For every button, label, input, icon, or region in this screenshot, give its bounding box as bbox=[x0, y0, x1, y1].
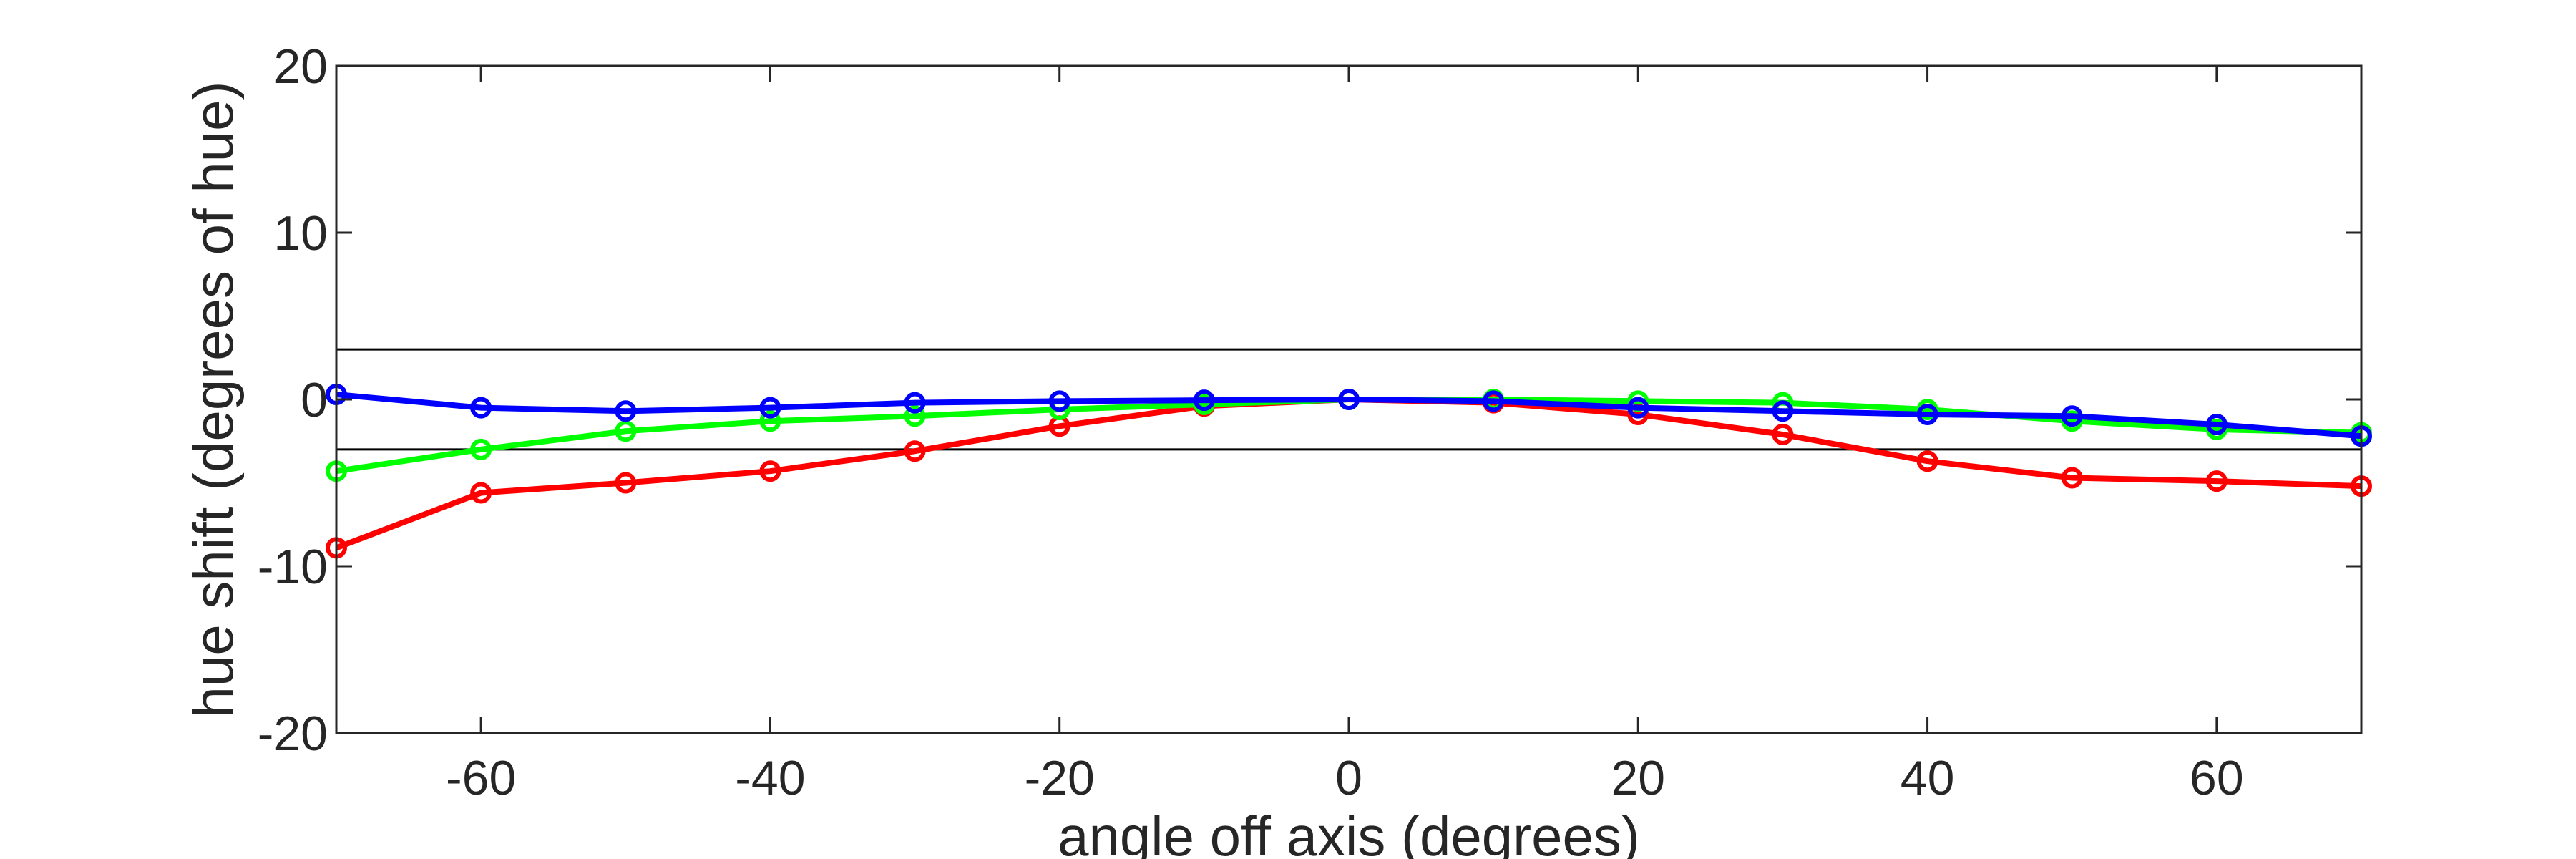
data-point bbox=[759, 397, 781, 419]
data-point bbox=[904, 405, 926, 427]
x-tick-label: 60 bbox=[2190, 751, 2244, 805]
data-point bbox=[2205, 413, 2228, 435]
data-point bbox=[1916, 450, 1938, 472]
data-point bbox=[615, 472, 637, 494]
x-tick-label: -40 bbox=[735, 751, 805, 805]
data-point bbox=[1627, 397, 1649, 419]
x-tick-label: -60 bbox=[446, 751, 516, 805]
data-point bbox=[1916, 403, 1938, 425]
y-axis-ticks: -20 -10 0 10 20 bbox=[258, 39, 2361, 761]
data-point bbox=[2205, 470, 2228, 492]
x-tick-label: 0 bbox=[1335, 751, 1362, 805]
x-tick-label: 20 bbox=[1611, 751, 1665, 805]
data-point bbox=[759, 460, 781, 482]
data-point bbox=[759, 410, 781, 432]
x-axis-label: angle off axis (degrees) bbox=[1058, 805, 1640, 859]
series-line bbox=[336, 392, 2362, 440]
data-point bbox=[1772, 400, 1794, 422]
y-tick-label: -10 bbox=[258, 540, 328, 594]
x-tick-label: 40 bbox=[1901, 751, 1955, 805]
data-point bbox=[470, 438, 492, 460]
series-layer bbox=[326, 384, 2372, 559]
data-point bbox=[615, 400, 637, 422]
y-tick-label: 20 bbox=[273, 39, 328, 94]
data-point bbox=[1772, 423, 1794, 445]
y-tick-label: 0 bbox=[301, 373, 328, 427]
y-tick-label: 10 bbox=[273, 206, 328, 261]
data-point bbox=[904, 440, 926, 462]
data-point bbox=[470, 397, 492, 419]
data-point bbox=[1338, 389, 1360, 410]
y-tick-label: -20 bbox=[258, 707, 328, 761]
data-point bbox=[2061, 467, 2083, 489]
series-3 bbox=[326, 384, 2372, 447]
reference-lines bbox=[336, 348, 2361, 451]
data-point bbox=[1483, 390, 1505, 412]
data-point bbox=[904, 392, 926, 414]
data-point bbox=[1048, 390, 1070, 412]
data-point bbox=[470, 482, 492, 504]
data-point bbox=[2061, 405, 2083, 427]
data-point bbox=[615, 420, 637, 442]
x-tick-label: -20 bbox=[1025, 751, 1095, 805]
x-axis-ticks: -60 -40 -20 0 20 40 60 bbox=[446, 66, 2244, 805]
data-point bbox=[1193, 389, 1215, 412]
y-axis-label: hue shift (degrees of hue) bbox=[182, 82, 245, 718]
